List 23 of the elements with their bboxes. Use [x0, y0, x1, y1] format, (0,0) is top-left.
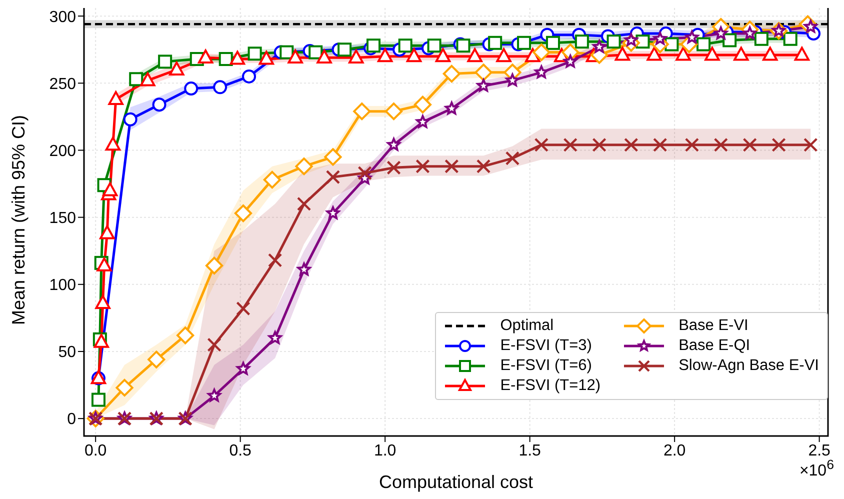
y-tick-label: 100 [49, 277, 76, 294]
y-tick-label: 150 [49, 210, 76, 227]
x-tick-label: 1.0 [374, 442, 396, 460]
legend-label: E-FSVI (T=6) [500, 357, 592, 375]
y-tick-label: 50 [58, 344, 76, 362]
y-axis-title: Mean return (with 95% CI) [8, 114, 28, 326]
legend-label: Optimal [500, 317, 554, 335]
x-axis-title: Computational cost [378, 472, 534, 492]
y-tick-label: 0 [67, 411, 76, 428]
x-tick-label: 2.0 [663, 442, 686, 460]
x-tick-label: 1.5 [518, 442, 542, 460]
x-tick-label: 0.5 [229, 442, 252, 460]
text: ×10$^{6}$ [799, 456, 834, 479]
legend-label: Slow-Agn Base E-VI [678, 357, 819, 375]
y-tick-label: 200 [49, 142, 76, 160]
legend-label: E-FSVI (T=3) [500, 337, 592, 355]
legend-label: E-FSVI (T=12) [500, 377, 601, 395]
y-tick-label: 250 [49, 76, 76, 93]
y-tick-label: 300 [49, 8, 76, 26]
legend-label: Base E-QI [678, 337, 750, 355]
x-tick-label: 2.5 [808, 442, 831, 460]
x-tick-label: 0.0 [84, 442, 107, 460]
legend-label: Base E-VI [678, 317, 748, 335]
